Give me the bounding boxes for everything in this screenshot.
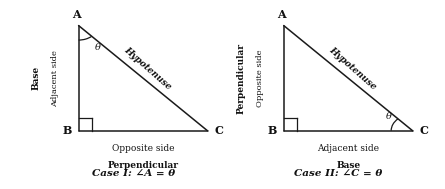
Text: Case II: ∠C = θ: Case II: ∠C = θ <box>294 169 383 178</box>
Text: B: B <box>62 125 72 136</box>
Text: Base: Base <box>336 161 360 170</box>
Text: C: C <box>420 125 429 136</box>
Text: Case I: ∠A = θ: Case I: ∠A = θ <box>92 169 175 178</box>
Text: θ: θ <box>386 112 392 121</box>
Text: Opposite side: Opposite side <box>256 49 264 107</box>
Text: Hypotenuse: Hypotenuse <box>122 46 173 92</box>
Text: Perpendicular: Perpendicular <box>236 43 245 114</box>
Text: Perpendicular: Perpendicular <box>108 161 178 170</box>
Text: θ: θ <box>95 43 101 52</box>
Text: Base: Base <box>31 66 40 90</box>
Text: A: A <box>277 9 286 20</box>
Text: B: B <box>267 125 277 136</box>
Text: Adjacent side: Adjacent side <box>51 50 59 107</box>
Text: Opposite side: Opposite side <box>112 144 174 153</box>
Text: Adjacent side: Adjacent side <box>317 144 379 153</box>
Text: A: A <box>73 9 81 20</box>
Text: Hypotenuse: Hypotenuse <box>327 46 378 92</box>
Text: C: C <box>215 125 224 136</box>
